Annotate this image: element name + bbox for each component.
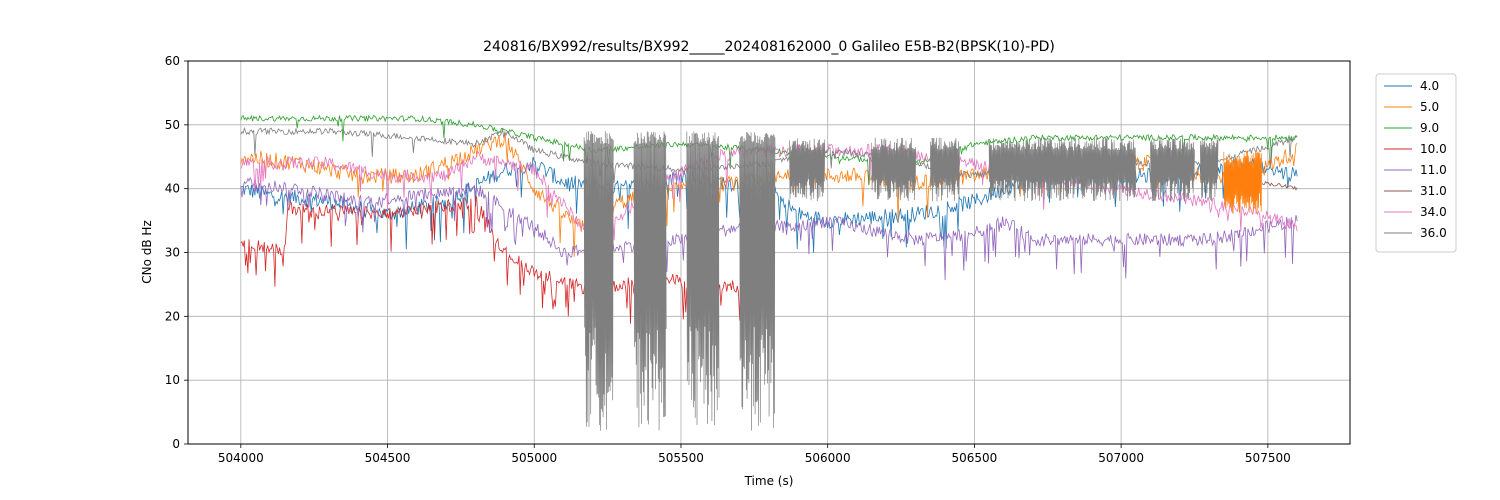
- y-tick-label: 60: [165, 54, 180, 68]
- x-tick-label: 506000: [805, 451, 851, 465]
- x-tick-label: 504000: [218, 451, 264, 465]
- y-tick-label: 40: [165, 182, 180, 196]
- plot-area: [240, 114, 1298, 431]
- y-tick-label: 20: [165, 309, 180, 323]
- chart-title: 240816/BX992/results/BX992_____202408162…: [483, 39, 1055, 55]
- legend-label: 34.0: [1420, 205, 1447, 219]
- legend: 4.0 5.0 9.0 10.0 11.0 31.0 34.0 36.0: [1375, 73, 1457, 253]
- legend-label: 36.0: [1420, 226, 1447, 240]
- y-axis-label: CNo dB Hz: [140, 220, 154, 284]
- series-band-36-0: [988, 137, 1136, 202]
- y-tick-label: 10: [165, 373, 180, 387]
- x-tick-label: 505000: [511, 451, 557, 465]
- series-band-5-0: [1223, 150, 1263, 215]
- x-axis-ticks: 504000 504500 505000 505500 506000 506500 5070…: [218, 444, 1291, 465]
- y-tick-label: 30: [165, 246, 180, 260]
- y-tick-label: 50: [165, 118, 180, 132]
- y-tick-label: 0: [172, 437, 180, 451]
- series-band-36-0: [686, 131, 720, 426]
- series-band-36-0: [633, 131, 667, 431]
- series-line-10-0: [240, 194, 770, 325]
- x-tick-label: 506500: [951, 451, 997, 465]
- legend-label: 11.0: [1420, 163, 1447, 177]
- legend-label: 9.0: [1420, 121, 1439, 135]
- legend-label: 5.0: [1420, 100, 1439, 114]
- y-axis-ticks: 0 10 20 30 40 50 60: [165, 54, 188, 451]
- x-tick-label: 507500: [1245, 451, 1291, 465]
- series-band-36-0: [789, 138, 826, 202]
- series-band-36-0: [583, 131, 614, 431]
- legend-box: [1375, 73, 1457, 253]
- series-band-36-0: [930, 137, 960, 202]
- legend-label: 31.0: [1420, 184, 1447, 198]
- legend-label: 4.0: [1420, 79, 1439, 93]
- series-line-31-0: [1261, 180, 1298, 191]
- x-tick-label: 504500: [365, 451, 411, 465]
- series-band-36-0: [871, 137, 917, 201]
- x-tick-label: 505500: [658, 451, 704, 465]
- x-axis-label: Time (s): [744, 474, 794, 488]
- series-band-36-0: [1199, 137, 1219, 202]
- series-band-36-0: [739, 131, 776, 431]
- x-tick-label: 507000: [1098, 451, 1144, 465]
- series-band-36-0: [1150, 138, 1195, 202]
- legend-label: 10.0: [1420, 142, 1447, 156]
